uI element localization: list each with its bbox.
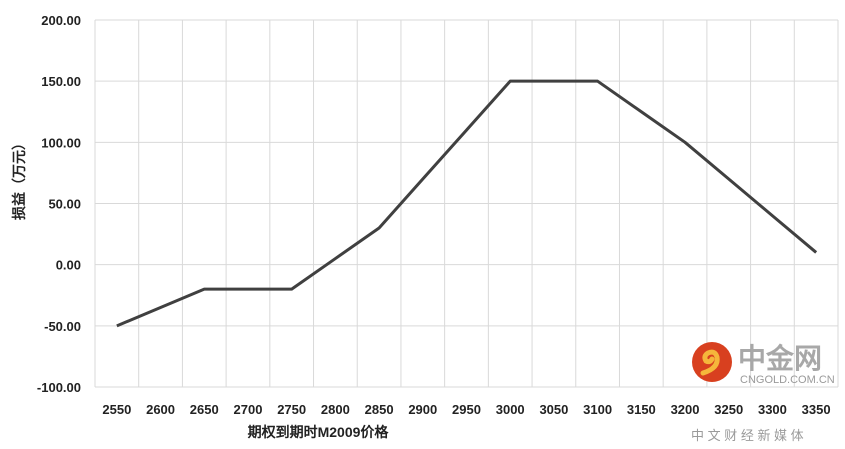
y-tick-label: 150.00: [41, 74, 81, 89]
series: [116, 79, 818, 328]
y-axis-label: 损益（万元）: [11, 136, 27, 220]
y-tick-label: 50.00: [48, 197, 81, 212]
y-tick-label: -50.00: [44, 319, 81, 334]
grid: [94, 19, 839, 388]
x-tick-label: 2900: [408, 402, 437, 417]
x-tick-label: 2650: [190, 402, 219, 417]
y-tick-label: 200.00: [41, 13, 81, 28]
watermark-logo: 中金网 CNGOLD.COM.CN 中 文 财 经 新 媒 体: [691, 342, 835, 443]
x-tick-label: 3350: [802, 402, 831, 417]
y-tick-label: -100.00: [37, 380, 81, 395]
x-ticks: 2550 2600 2650 2700 2750 2800 2850 2900 2950 3000…: [102, 402, 830, 417]
x-axis-label: 期权到期时M2009价格: [248, 424, 390, 440]
watermark-domain: CNGOLD.COM.CN: [740, 374, 835, 386]
x-tick-label: 2550: [102, 402, 131, 417]
x-tick-label: 3200: [671, 402, 700, 417]
x-tick-label: 2750: [277, 402, 306, 417]
x-tick-label: 2700: [234, 402, 263, 417]
watermark-brand: 中金网: [738, 342, 822, 374]
x-tick-label: 2600: [146, 402, 175, 417]
x-tick-label: 2850: [365, 402, 394, 417]
x-tick-label: 3250: [714, 402, 743, 417]
x-tick-label: 3050: [539, 402, 568, 417]
y-tick-label: 0.00: [56, 258, 81, 273]
x-tick-label: 3150: [627, 402, 656, 417]
x-tick-label: 3300: [758, 402, 787, 417]
y-ticks: 200.00 150.00 100.00 50.00 0.00 -50.00 -100.00: [37, 13, 81, 395]
logo-swirl-icon: [700, 349, 720, 376]
x-tick-label: 3100: [583, 402, 612, 417]
y-tick-label: 100.00: [41, 135, 81, 150]
x-tick-label: 2800: [321, 402, 350, 417]
watermark-tagline: 中 文 财 经 新 媒 体: [691, 428, 804, 443]
x-tick-label: 2950: [452, 402, 481, 417]
x-tick-label: 3000: [496, 402, 525, 417]
